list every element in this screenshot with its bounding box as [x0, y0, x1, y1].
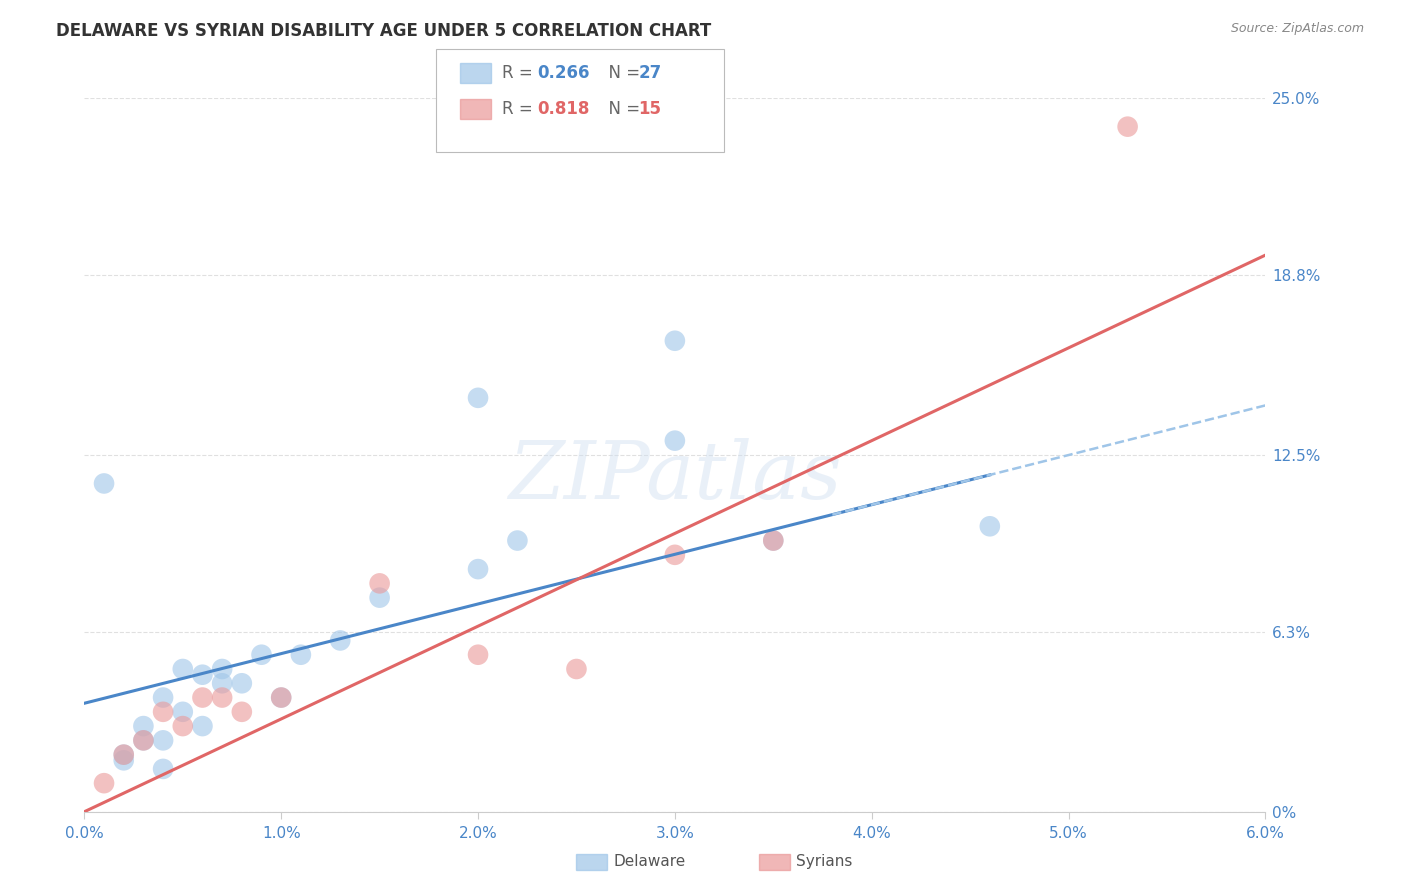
- Point: [211, 662, 233, 676]
- Point: [762, 533, 785, 548]
- Point: [762, 533, 785, 548]
- Point: [112, 747, 135, 762]
- Point: [506, 533, 529, 548]
- Point: [467, 648, 489, 662]
- Text: DELAWARE VS SYRIAN DISABILITY AGE UNDER 5 CORRELATION CHART: DELAWARE VS SYRIAN DISABILITY AGE UNDER …: [56, 22, 711, 40]
- Point: [172, 705, 194, 719]
- Text: ZIPatlas: ZIPatlas: [508, 438, 842, 515]
- Point: [270, 690, 292, 705]
- Text: R =: R =: [502, 100, 538, 118]
- Point: [93, 776, 115, 790]
- Point: [191, 690, 214, 705]
- Point: [368, 576, 391, 591]
- Point: [93, 476, 115, 491]
- Point: [565, 662, 588, 676]
- Point: [979, 519, 1001, 533]
- Text: R =: R =: [502, 64, 538, 82]
- Text: 15: 15: [638, 100, 661, 118]
- Text: 27: 27: [638, 64, 662, 82]
- Point: [172, 662, 194, 676]
- Point: [231, 676, 253, 690]
- Text: 0.266: 0.266: [537, 64, 589, 82]
- Point: [467, 391, 489, 405]
- Text: Delaware: Delaware: [613, 855, 685, 869]
- Point: [1116, 120, 1139, 134]
- Point: [132, 733, 155, 747]
- Text: N =: N =: [598, 100, 645, 118]
- Point: [152, 733, 174, 747]
- Point: [191, 719, 214, 733]
- Point: [172, 719, 194, 733]
- Point: [152, 762, 174, 776]
- Point: [231, 705, 253, 719]
- Point: [290, 648, 312, 662]
- Text: Source: ZipAtlas.com: Source: ZipAtlas.com: [1230, 22, 1364, 36]
- Point: [152, 690, 174, 705]
- Point: [211, 676, 233, 690]
- Point: [112, 747, 135, 762]
- Point: [664, 334, 686, 348]
- Point: [270, 690, 292, 705]
- Point: [132, 719, 155, 733]
- Point: [211, 690, 233, 705]
- Text: Syrians: Syrians: [796, 855, 852, 869]
- Text: N =: N =: [598, 64, 645, 82]
- Point: [250, 648, 273, 662]
- Point: [132, 733, 155, 747]
- Point: [112, 753, 135, 767]
- Point: [368, 591, 391, 605]
- Point: [664, 548, 686, 562]
- Point: [191, 667, 214, 681]
- Point: [664, 434, 686, 448]
- Point: [329, 633, 352, 648]
- Text: 0.818: 0.818: [537, 100, 589, 118]
- Point: [152, 705, 174, 719]
- Point: [467, 562, 489, 576]
